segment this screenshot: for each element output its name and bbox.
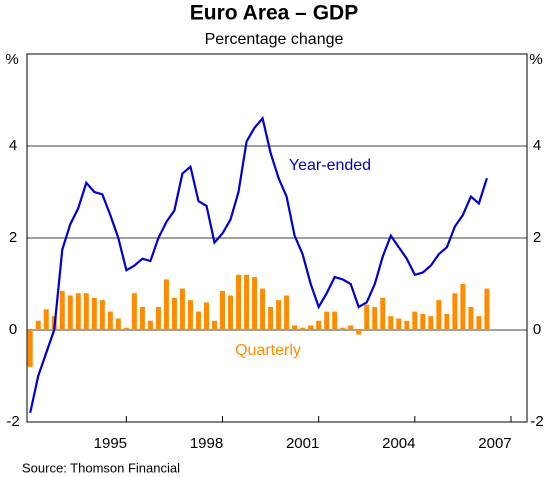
bar [316,320,322,330]
bar [27,330,33,367]
x-tick-label: 1995 [94,435,127,452]
y-tick-label-right: -2 [530,413,543,430]
bar [155,307,161,330]
y-unit-right: % [529,51,542,68]
bar [107,311,113,330]
bar [396,318,402,330]
bar [244,274,250,330]
bar [252,277,258,330]
bar [123,327,129,330]
bar [300,327,306,330]
bar [404,320,410,330]
bar [163,279,169,330]
bar [452,293,458,330]
bar [428,316,434,330]
bar [91,297,97,330]
bar [171,297,177,330]
x-tick-label: 2007 [478,435,511,452]
bar [276,300,282,330]
bar [99,300,105,330]
y-tick-label: 4 [9,137,17,154]
y-tick-label-right: 4 [533,137,541,154]
bar [364,304,370,330]
plot-frame [26,53,528,423]
bar [147,320,153,330]
bar [412,311,418,330]
bar [308,325,314,330]
bar [75,293,81,330]
bar [340,327,346,330]
chart-subtitle: Percentage change [205,31,344,48]
bar [220,290,226,330]
x-tick-label: 2001 [286,435,319,452]
bar [372,307,378,330]
bar [380,297,386,330]
bar [83,293,89,330]
bar [436,300,442,330]
y-tick-label: -2 [6,413,19,430]
bar [324,311,330,330]
series-label: Quarterly [235,342,301,359]
bar [476,316,482,330]
y-tick-label: 2 [9,229,17,246]
bar [59,290,65,330]
y-tick-label-right: 0 [533,321,541,338]
bar [131,293,137,330]
series-label: Year-ended [289,157,371,174]
bar [187,300,193,330]
x-tick-label: 1998 [190,435,223,452]
bar [195,311,201,330]
y-unit-left: % [5,51,18,68]
bar [228,295,234,330]
bar [444,313,450,330]
line [29,116,488,414]
bar [284,295,290,330]
bar [139,307,145,330]
source-note: Source: Thomson Financial [22,460,180,475]
bar [236,274,242,330]
bar [420,313,426,330]
bar [260,288,266,330]
bar [179,288,185,330]
bar [332,311,338,330]
bar [484,288,490,330]
bar [356,330,362,335]
bar [460,284,466,330]
bar [115,318,121,330]
x-tick-label: 2004 [382,435,415,452]
bar [388,316,394,330]
bar [43,309,49,330]
bar [468,307,474,330]
bar [67,295,73,330]
bar [35,320,41,330]
bar [292,325,298,330]
y-tick-label-right: 2 [533,229,541,246]
y-tick-label: 0 [9,321,17,338]
bar [212,320,217,330]
bar [348,325,354,330]
chart-title: Euro Area – GDP [190,2,358,25]
bar [203,302,209,330]
bar [268,307,274,330]
